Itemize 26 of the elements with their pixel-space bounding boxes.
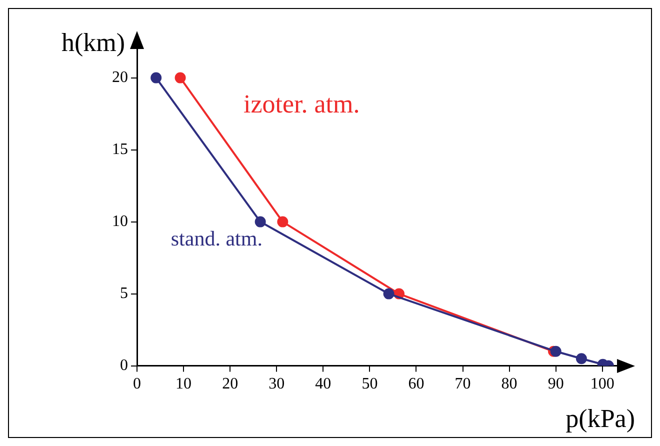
x-tick-label: 20 — [222, 376, 238, 393]
x-tick-label: 60 — [408, 376, 424, 393]
point — [254, 216, 266, 228]
x-tick-label: 10 — [176, 376, 192, 393]
point — [576, 353, 587, 364]
point — [383, 288, 394, 300]
series-label: stand. atm. — [170, 226, 262, 250]
x-tick-label: 100 — [590, 376, 614, 393]
x-tick-label: 50 — [362, 376, 378, 393]
y-tick-label: 0 — [120, 357, 128, 374]
y-tick-label: 5 — [120, 285, 128, 302]
y-tick-label: 10 — [112, 213, 128, 230]
point — [277, 216, 288, 228]
series-label: izoter. atm. — [243, 89, 360, 118]
x-tick-label: 80 — [501, 376, 518, 393]
point — [150, 72, 162, 84]
point — [174, 72, 186, 84]
x-tick-label: 70 — [454, 376, 471, 393]
x-axis-title: p(kPa) — [566, 404, 635, 433]
x-tick-label: 30 — [268, 376, 285, 393]
y-tick-label: 20 — [112, 69, 128, 86]
x-tick-label: 0 — [133, 376, 141, 393]
y-tick-label: 15 — [112, 141, 128, 158]
x-tick-label: 90 — [548, 376, 564, 393]
y-axis-title: h(km) — [61, 28, 125, 57]
x-tick-label: 40 — [315, 376, 332, 393]
